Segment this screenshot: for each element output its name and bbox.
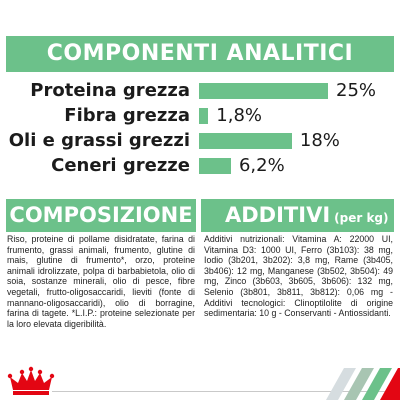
analytic-value: 1,8% xyxy=(216,105,263,126)
analytic-row: Oli e grassi grezzi 18% xyxy=(0,128,400,154)
analytic-bar xyxy=(199,158,231,174)
analytic-row: Ceneri grezze 6,2% xyxy=(0,153,400,179)
footer-stripes xyxy=(326,368,400,400)
analytic-value: 25% xyxy=(336,80,377,101)
footer-stripe-green xyxy=(362,368,392,400)
analytic-row: Proteina grezza 25% xyxy=(0,78,400,104)
footer-stripe-red xyxy=(380,368,400,400)
additives-title: ADDITIVI (per kg) xyxy=(201,199,394,232)
analytic-bar xyxy=(199,83,328,99)
composition-text: Riso, proteine di pollame disidratate, f… xyxy=(7,234,195,329)
additives-subtitle: (per kg) xyxy=(334,211,389,225)
analytic-label: Ceneri grezze xyxy=(51,155,190,176)
analytic-title: COMPONENTI ANALITICI xyxy=(6,36,394,72)
footer-stripe-grey xyxy=(326,368,356,400)
analytic-value: 18% xyxy=(299,130,340,151)
analytic-bar xyxy=(199,108,209,124)
footer-stripe-light-green xyxy=(344,368,374,400)
analytic-label: Fibra grezza xyxy=(64,105,190,126)
analytic-label: Oli e grassi grezzi xyxy=(8,130,190,151)
additives-title-main: ADDITIVI xyxy=(225,203,331,227)
analytic-bar xyxy=(199,133,292,149)
footer-line xyxy=(52,391,400,392)
analytic-label: Proteina grezza xyxy=(30,80,190,101)
royal-canin-crown-icon xyxy=(7,366,55,395)
analytic-value: 6,2% xyxy=(238,155,285,176)
composition-title: COMPOSIZIONE xyxy=(6,199,196,232)
additives-text: Additivi nutrizionali: Vitamina A: 22000… xyxy=(204,234,393,319)
analytic-row: Fibra grezza 1,8% xyxy=(0,103,400,129)
